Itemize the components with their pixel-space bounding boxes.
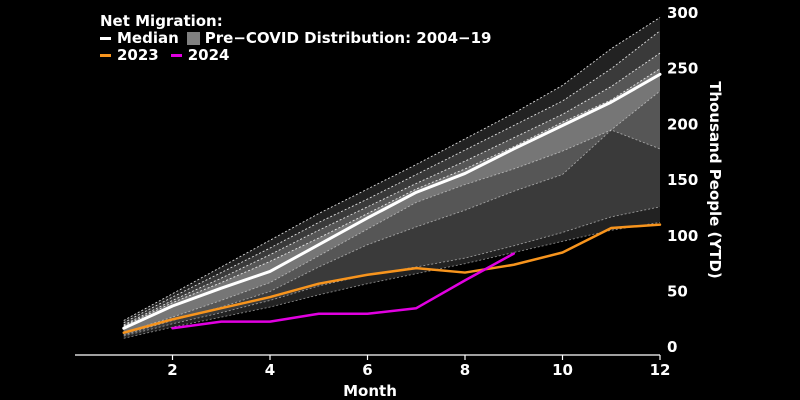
y-tick-label-200: 200 (667, 115, 698, 133)
legend-2024-label: 2024 (187, 46, 230, 64)
legend-row-2: 2023 2024 (100, 47, 492, 64)
legend: Net Migration: Median Pre−COVID Distribu… (100, 13, 492, 64)
median-swatch (100, 37, 111, 40)
distribution-band-4-lower-edge (123, 90, 661, 334)
series-line-median (122, 72, 662, 330)
distribution-band-1-lower-edge (123, 221, 661, 339)
distribution-swatch (186, 32, 200, 45)
distribution-band-1-upper-edge (123, 17, 661, 321)
distribution-bands (123, 17, 661, 339)
legend-title: Net Migration: (100, 12, 223, 30)
x-ticks: 2 4 6 8 10 12 (167, 355, 670, 379)
x-tick-label-2: 2 (167, 361, 177, 379)
legend-row-1: Median Pre−COVID Distribution: 2004−19 (100, 30, 492, 47)
legend-distribution-label: Pre−COVID Distribution: 2004−19 (204, 29, 492, 47)
legend-median-label: Median (117, 29, 179, 47)
y-ticks: 0 50 100 150 200 250 300 (667, 4, 698, 356)
distribution-band-4-upper-edge (123, 68, 661, 327)
distribution-band-2-upper-edge (123, 30, 661, 324)
x-axis-label: Month (343, 382, 397, 400)
swatch-2023 (100, 54, 111, 57)
series-line-2023 (122, 223, 662, 334)
y-tick-label-50: 50 (667, 283, 688, 301)
distribution-band-3-upper-edge (123, 52, 661, 326)
x-tick-label-8: 8 (460, 361, 470, 379)
y-tick-label-150: 150 (667, 171, 698, 189)
swatch-2024 (170, 54, 182, 57)
distribution-band-4 (123, 68, 660, 333)
y-tick-label-300: 300 (667, 4, 698, 22)
y-tick-label-250: 250 (667, 60, 698, 78)
x-tick-label-6: 6 (362, 361, 372, 379)
y-axis-label: Thousand People (YTD) (706, 81, 724, 279)
legend-2023-label: 2023 (117, 46, 159, 64)
series-line-2024 (171, 252, 515, 330)
series-lines (122, 72, 662, 334)
y-tick-label-0: 0 (667, 338, 677, 356)
legend-title-row: Net Migration: (100, 13, 492, 30)
y-tick-label-100: 100 (667, 227, 698, 245)
x-tick-label-4: 4 (265, 361, 275, 379)
distribution-band-2 (123, 30, 660, 337)
x-tick-label-10: 10 (552, 361, 573, 379)
distribution-band-3 (123, 53, 660, 335)
x-tick-label-12: 12 (650, 361, 671, 379)
